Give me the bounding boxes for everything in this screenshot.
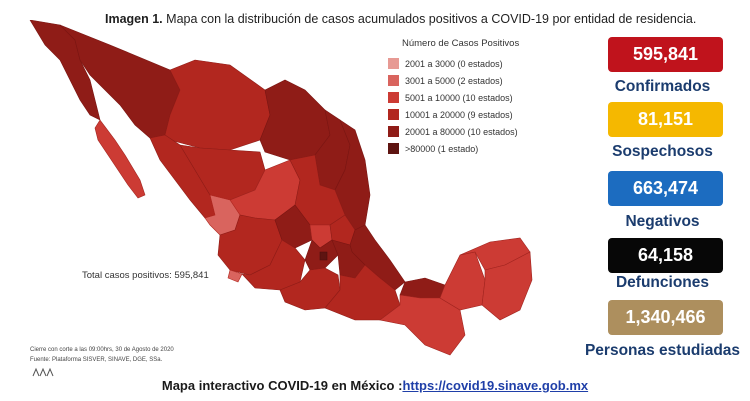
suspected-label: Sospechosos bbox=[612, 143, 713, 160]
legend-label: 20001 a 80000 (10 estados) bbox=[405, 126, 518, 137]
state-colima[interactable] bbox=[227, 269, 243, 283]
footnote-cutoff: Cierre con corte a las 09:00hrs, 30 de A… bbox=[30, 347, 174, 353]
map-legend: Número de Casos Positivos 2001 a 3000 (0… bbox=[388, 38, 519, 157]
confirmed-count: 595,841 bbox=[608, 37, 723, 72]
state-michoacan[interactable] bbox=[241, 239, 306, 291]
logo-icon bbox=[32, 367, 54, 377]
legend-item: 5001 a 10000 (10 estados) bbox=[388, 89, 519, 106]
footnote: Cierre con corte a las 09:00hrs, 30 de A… bbox=[30, 345, 174, 365]
footer-text: Mapa interactivo COVID-19 en México : bbox=[161, 378, 403, 393]
title-label: Imagen 1. bbox=[105, 12, 163, 26]
title-text: Mapa con la distribución de casos acumul… bbox=[166, 12, 697, 26]
legend-swatch bbox=[388, 109, 399, 120]
legend-label: 2001 a 3000 (0 estados) bbox=[405, 58, 503, 69]
legend-item: 2001 a 3000 (0 estados) bbox=[388, 55, 519, 72]
negative-count: 663,474 bbox=[608, 171, 723, 206]
legend-label: 5001 a 10000 (10 estados) bbox=[405, 92, 513, 103]
state-chihuahua[interactable] bbox=[164, 59, 271, 151]
legend-swatch bbox=[388, 58, 399, 69]
legend-swatch bbox=[388, 75, 399, 86]
state-baja-california-sur[interactable] bbox=[94, 119, 146, 199]
legend-label: 10001 a 20000 (9 estados) bbox=[405, 109, 513, 120]
state-ciudad-de-mexico[interactable] bbox=[319, 251, 328, 261]
legend-swatch bbox=[388, 126, 399, 137]
total-cases-label: Total casos positivos: 595,841 bbox=[82, 270, 209, 281]
state-tabasco[interactable] bbox=[399, 277, 446, 299]
mexico-map bbox=[29, 20, 533, 356]
confirmed-label: Confirmados bbox=[614, 78, 711, 95]
studied-count: 1,340,466 bbox=[608, 300, 723, 335]
state-guerrero[interactable] bbox=[279, 267, 341, 311]
legend-label: 3001 a 5000 (2 estados) bbox=[405, 75, 503, 86]
state-quintana-roo[interactable] bbox=[481, 251, 533, 321]
state-chiapas[interactable] bbox=[379, 294, 466, 356]
legend-title: Número de Casos Positivos bbox=[402, 38, 520, 49]
studied-label: Personas estudiadas bbox=[584, 342, 741, 359]
negative-label: Negativos bbox=[625, 213, 700, 230]
legend-item: 10001 a 20000 (9 estados) bbox=[388, 106, 519, 123]
legend-item: 3001 a 5000 (2 estados) bbox=[388, 72, 519, 89]
deaths-label: Defunciones bbox=[615, 274, 709, 291]
map-title: Imagen 1. Mapa con la distribución de ca… bbox=[105, 12, 696, 26]
legend-item: 20001 a 80000 (10 estados) bbox=[388, 123, 519, 140]
deaths-count: 64,158 bbox=[608, 238, 723, 273]
legend-label: >80000 (1 estado) bbox=[405, 143, 479, 154]
state-coahuila[interactable] bbox=[259, 79, 331, 161]
suspected-count: 81,151 bbox=[608, 102, 723, 137]
state-campeche[interactable] bbox=[439, 251, 486, 311]
covid-map-link[interactable]: https://covid19.sinave.gob.mx bbox=[402, 378, 589, 393]
legend-item: >80000 (1 estado) bbox=[388, 140, 519, 157]
legend-swatch bbox=[388, 143, 399, 154]
legend-swatch bbox=[388, 92, 399, 103]
footnote-source: Fuente: Plataforma SISVER, SINAVE, DGE, … bbox=[30, 357, 163, 363]
interactive-map-footer: Mapa interactivo COVID-19 en México :htt… bbox=[0, 378, 750, 393]
